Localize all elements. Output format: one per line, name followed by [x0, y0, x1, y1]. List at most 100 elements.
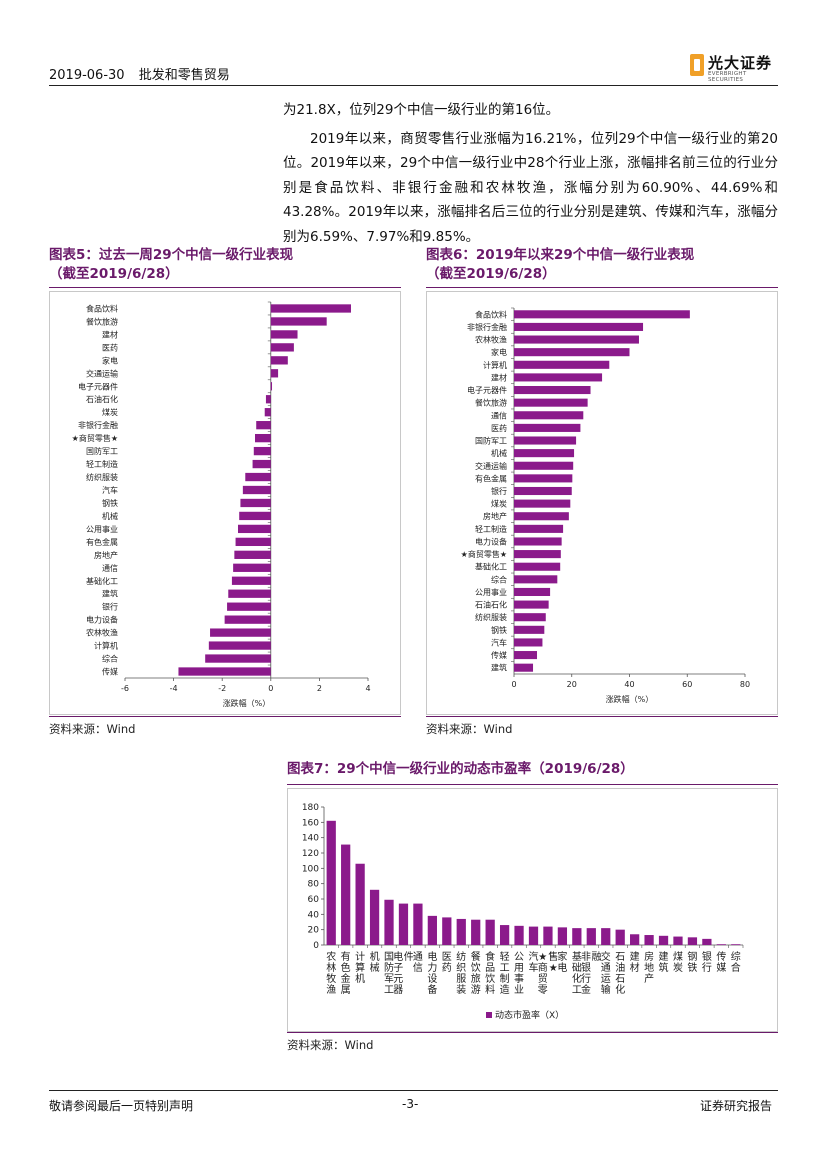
- page-header: 2019-06-30 批发和零售贸易: [49, 64, 240, 83]
- x-tick-label: 0: [268, 684, 273, 693]
- bar: [252, 459, 271, 469]
- figure-7-chart: 0 20 40 60 80 100 120 140 160 180 农林牧渔 有色金属 计算机 机械 国防军…: [287, 788, 778, 1032]
- footer-rule: [49, 1090, 778, 1091]
- category-label: ★商贸零售★: [72, 433, 118, 443]
- category-label: 综合: [491, 574, 507, 584]
- figure-6-title: 图表6：2019年以来29个中信一级行业表现 （截至2019/6/28）: [426, 246, 778, 284]
- bar: [398, 903, 409, 945]
- bar: [543, 926, 553, 945]
- category-label: 农林牧渔: [86, 628, 118, 638]
- y-tick-label: 120: [302, 849, 319, 859]
- figure-7-title-line1: 图表7：29个中信一级行业的动态市盈率（2019/6/28）: [287, 761, 634, 777]
- category-label: 基础化工: [475, 562, 507, 572]
- bar: [586, 928, 596, 945]
- category-label: 建材: [102, 329, 118, 339]
- category-label: 建材: [491, 372, 507, 382]
- category-label: 有色金属: [475, 473, 507, 483]
- category-label: 电力设备: [86, 615, 118, 625]
- category-label: 餐饮旅游: [475, 398, 507, 408]
- category-label: 电力设备: [427, 950, 437, 996]
- bar: [265, 395, 271, 404]
- category-label: 家电: [102, 355, 118, 365]
- bar: [514, 348, 630, 357]
- bar: [270, 343, 294, 352]
- category-label: 医药: [491, 423, 507, 433]
- bar: [228, 589, 271, 598]
- bar: [456, 918, 466, 945]
- figure-6-source: 资料来源：Wind: [426, 722, 513, 736]
- category-label: 计算机: [355, 950, 365, 985]
- x-tick-label: 0: [511, 680, 516, 689]
- category-label: 有色金属: [86, 537, 118, 547]
- body-text: 为21.8X，位列29个中信一级行业的第16位。 2019年以来，商贸零售行业涨…: [283, 98, 778, 249]
- category-label: 通信: [102, 563, 118, 573]
- category-label: 煤炭: [491, 499, 507, 509]
- y-tick-label: 180: [302, 803, 319, 813]
- company-logo: 光大证券 EVERBRIGHT SECURITIES: [690, 52, 780, 83]
- figure-5-title-line1: 图表5：过去一周29个中信一级行业表现: [49, 247, 294, 263]
- category-label: 综合: [731, 950, 741, 974]
- figure-6-title-line2: （截至2019/6/28）: [426, 266, 556, 282]
- bar: [224, 615, 271, 624]
- bar: [702, 938, 712, 945]
- bar: [427, 915, 437, 945]
- category-label: 钢铁: [491, 625, 507, 635]
- category-label: 国防军工: [475, 436, 507, 446]
- bar: [514, 310, 690, 319]
- x-tick-label: 2: [317, 684, 322, 693]
- category-label: 医药: [102, 342, 118, 352]
- x-axis-label: 涨跌幅（%）: [223, 698, 271, 708]
- y-tick-label: 100: [302, 864, 319, 874]
- bar: [514, 411, 584, 420]
- bar: [514, 360, 610, 369]
- category-label: 电力设备: [475, 536, 507, 546]
- x-tick-label: -2: [218, 684, 226, 693]
- bar: [270, 356, 288, 365]
- category-label: 传媒: [716, 951, 726, 974]
- bar: [514, 524, 564, 533]
- bar: [326, 820, 336, 945]
- category-label: 食品饮料: [475, 309, 507, 319]
- category-label: ★商贸零售★: [461, 549, 507, 559]
- bar: [716, 944, 726, 946]
- bar: [514, 651, 538, 660]
- category-label: 通信: [413, 951, 423, 974]
- bar: [255, 433, 271, 443]
- figure-5-title-line2: （截至2019/6/28）: [49, 266, 179, 282]
- figure-6-chart: 0 20 40 60 80 食品饮料 非银行金融 农林牧渔 家电 计算机 建材 电子元器件 餐饮旅游 通信…: [426, 291, 778, 715]
- category-label: 农林牧渔: [326, 950, 336, 996]
- chart-ytd-performance: 0 20 40 60 80 食品饮料非银行金融农林牧渔家电计算机建材电子元器件餐饮旅游通信…: [461, 307, 750, 704]
- category-label: 石油石化: [615, 952, 625, 996]
- bar: [514, 373, 603, 382]
- bar: [514, 512, 569, 521]
- bar: [239, 511, 271, 521]
- bar: [514, 600, 549, 609]
- figure-6-title-line1: 图表6：2019年以来29个中信一级行业表现: [426, 247, 695, 263]
- bar: [242, 485, 271, 495]
- category-label: 基础化工: [86, 576, 118, 586]
- bar: [210, 628, 271, 637]
- x-tick-label: 20: [567, 680, 577, 689]
- x-tick-label: -6: [121, 684, 129, 693]
- category-label: 房地产: [483, 511, 507, 521]
- category-label: 非银行金融: [581, 951, 602, 996]
- bar: [514, 575, 558, 584]
- category-label: 餐饮旅游: [471, 950, 481, 996]
- category-label: 银行: [102, 602, 118, 612]
- bar: [615, 929, 625, 945]
- y-tick-label: 20: [308, 926, 320, 936]
- bar: [205, 654, 271, 663]
- category-label: 餐饮旅游: [86, 316, 118, 326]
- category-label: 电子元器件: [393, 950, 414, 996]
- bar: [514, 474, 573, 483]
- footer-report-type: 证券研究报告: [700, 1099, 773, 1113]
- category-label: 建筑: [491, 663, 507, 673]
- bar: [514, 925, 524, 945]
- figure-5-source: 资料来源：Wind: [49, 722, 136, 736]
- category-label: 汽车: [529, 950, 539, 974]
- category-label: 煤炭: [673, 950, 683, 974]
- bar: [514, 335, 639, 344]
- figure-6-bottom-rule: [426, 716, 778, 717]
- logo-name-cn: 光大证券: [708, 54, 773, 72]
- figure-5-bottom-rule: [49, 716, 401, 717]
